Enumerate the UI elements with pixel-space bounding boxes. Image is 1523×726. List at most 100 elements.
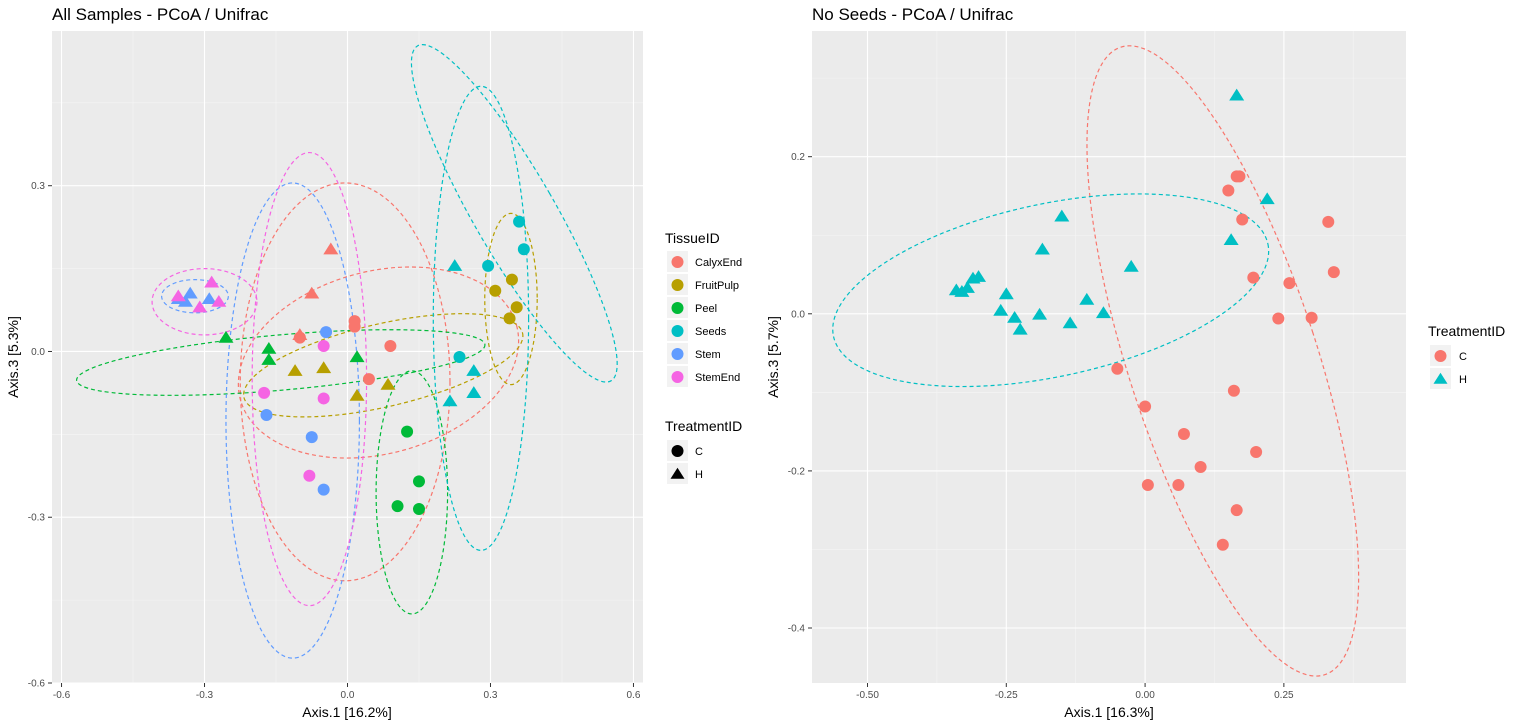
- point-c-c: [1247, 271, 1260, 284]
- y-axis-label: Axis.3 [5.3%]: [5, 316, 21, 398]
- point-peel-h: [218, 330, 234, 343]
- legend-tissue-title: TissueID: [665, 230, 720, 246]
- point-fruitpulp-c: [489, 284, 502, 297]
- legend-label-stem: Stem: [695, 349, 721, 361]
- point-peel-h: [349, 350, 365, 363]
- point-h-h: [1034, 242, 1050, 255]
- legend-label-c: C: [1459, 351, 1467, 363]
- y-tick-label: -0.6: [28, 679, 46, 690]
- y-tick-label: -0.2: [788, 466, 806, 477]
- ellipse-calyxend: [237, 266, 520, 459]
- point-h-h: [965, 271, 981, 284]
- legend-treatment: TreatmentID CH: [665, 418, 742, 484]
- x-tick-label: 0.6: [627, 690, 641, 701]
- legend-tissue-items: CalyxEnd FruitPulp Peel Seeds Stem StemEnd: [667, 251, 742, 387]
- y-tick-label: -0.3: [28, 513, 46, 524]
- x-tick-label: 0.25: [1274, 690, 1294, 701]
- ellipse-stemend: [151, 267, 258, 336]
- point-stem-c: [305, 431, 318, 444]
- point-c-c: [1233, 170, 1246, 183]
- point-peel-c: [412, 502, 425, 515]
- legend-label-peel: Peel: [695, 303, 717, 315]
- point-h-h: [1079, 292, 1095, 305]
- point-c-c: [1111, 362, 1124, 375]
- legend-key-fruitpulp: [671, 279, 684, 291]
- point-stemend-h: [211, 294, 227, 307]
- legend-label-seeds: Seeds: [695, 326, 727, 338]
- panel-all-samples: All Samples - PCoA / Unifrac -0.6 -0.3 0.0…: [5, 5, 742, 720]
- legend-key-stem: [671, 348, 684, 360]
- y-axis-ticks: -0.6 -0.3 0.0 0.3: [28, 181, 52, 690]
- point-c-c: [1283, 277, 1296, 290]
- point-h-h: [954, 285, 970, 297]
- legend-treatment-title: TreatmentID: [1428, 323, 1505, 339]
- point-stem-h: [201, 292, 217, 305]
- legend-tissue: TissueID CalyxEnd FruitPulp Peel Seeds Stem S…: [665, 230, 742, 387]
- minor-gridlines: [812, 31, 1406, 683]
- ellipse-c: [1086, 45, 1360, 677]
- legend-key-stemend: [671, 371, 684, 383]
- legend-key-circle: [671, 445, 684, 457]
- point-stemend-h: [192, 300, 208, 313]
- point-h-h: [1054, 209, 1070, 222]
- y-tick-label: 0.2: [791, 152, 805, 163]
- x-tick-label: -0.50: [856, 690, 879, 701]
- legend-key-calyxend: [671, 256, 684, 268]
- point-seeds-c: [513, 215, 526, 228]
- point-c-c: [1194, 460, 1207, 473]
- point-c-c: [1236, 213, 1249, 226]
- point-seeds-c: [517, 243, 530, 256]
- point-peel-h: [261, 353, 277, 365]
- point-stemend-c: [317, 392, 330, 405]
- point-peel-h: [261, 341, 277, 354]
- point-h-h: [1032, 307, 1048, 320]
- ellipse-seeds: [432, 85, 530, 551]
- legend-treatment-title: TreatmentID: [665, 418, 742, 434]
- point-calyxend-h: [304, 286, 320, 299]
- point-calyxend-c: [362, 373, 375, 386]
- point-calyxend-h: [323, 242, 339, 255]
- legend-treatment: TreatmentID CH: [1428, 323, 1505, 389]
- data-points: [170, 215, 530, 515]
- legend-label-c: C: [695, 446, 703, 458]
- point-seeds-h: [447, 259, 463, 271]
- point-h-h: [1259, 192, 1275, 205]
- point-peel-c: [391, 500, 404, 513]
- point-seeds-h: [466, 386, 482, 398]
- point-c-c: [1250, 446, 1263, 459]
- legend-key-seeds: [671, 325, 684, 337]
- point-c-c: [1227, 384, 1240, 397]
- x-tick-label: -0.3: [196, 690, 214, 701]
- point-fruitpulp-c: [510, 301, 523, 314]
- point-h-h: [1012, 322, 1028, 335]
- ellipse-stem: [225, 182, 361, 659]
- point-peel-c: [401, 425, 414, 438]
- point-calyxend-c: [348, 320, 361, 333]
- confidence-ellipses: [75, 44, 618, 659]
- point-c-c: [1230, 504, 1243, 517]
- x-tick-label: 0.00: [1135, 690, 1155, 701]
- point-c-c: [1327, 266, 1340, 279]
- chart-title: All Samples - PCoA / Unifrac: [52, 5, 269, 24]
- point-stem-c: [260, 409, 273, 422]
- chart-title: No Seeds - PCoA / Unifrac: [812, 5, 1014, 24]
- point-stem-c: [317, 483, 330, 496]
- point-fruitpulp-c: [503, 312, 516, 325]
- point-h-h: [1123, 259, 1139, 272]
- ellipse-fruitpulp: [484, 212, 538, 386]
- legend-label-fruitpulp: FruitPulp: [695, 280, 739, 292]
- point-fruitpulp-h: [316, 361, 332, 374]
- legend-label-calyxend: CalyxEnd: [695, 257, 742, 269]
- point-seeds-c: [453, 351, 466, 363]
- x-axis-ticks: -0.50 -0.25 0.00 0.25: [856, 683, 1294, 701]
- legend-key-triangle: [1433, 372, 1448, 384]
- ellipse-h: [832, 193, 1270, 388]
- plot-background: [812, 31, 1406, 683]
- legend-key-peel: [671, 302, 684, 314]
- ellipse-peel: [375, 370, 449, 615]
- point-stemend-c: [258, 386, 271, 399]
- x-axis-label: Axis.1 [16.2%]: [302, 704, 392, 720]
- point-c-c: [1141, 479, 1154, 492]
- x-tick-label: 0.3: [484, 690, 498, 701]
